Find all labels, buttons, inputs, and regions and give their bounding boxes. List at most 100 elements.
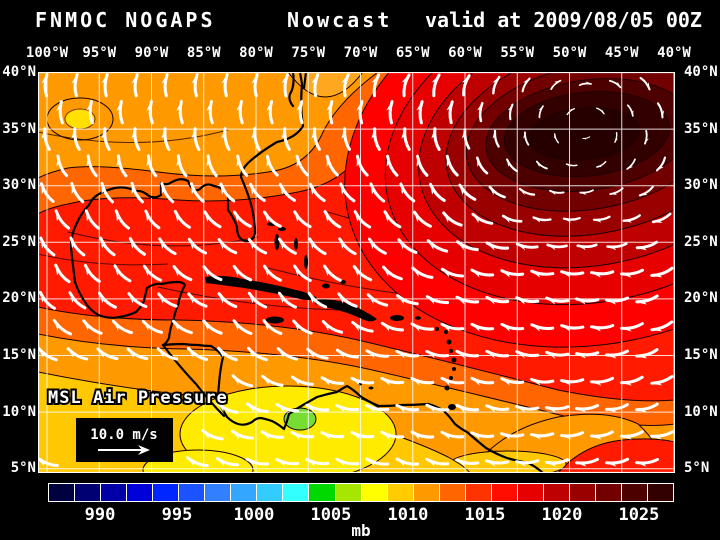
wind-arrow bbox=[442, 211, 463, 227]
lat-tick-label: 10°N bbox=[684, 403, 718, 420]
wind-arrow bbox=[127, 291, 148, 309]
wind-arrow bbox=[397, 237, 418, 254]
wind-arrow bbox=[574, 403, 600, 413]
wind-arrow bbox=[529, 377, 555, 386]
wind-arrow bbox=[619, 322, 644, 332]
wind-arrow bbox=[84, 208, 100, 230]
wind-arrow bbox=[114, 208, 131, 230]
colorbar-cell bbox=[542, 484, 569, 501]
wind-arrow bbox=[352, 264, 373, 282]
wind-arrow bbox=[506, 158, 518, 173]
wind-arrow bbox=[649, 374, 674, 386]
wind-arrow bbox=[638, 185, 654, 197]
lon-tick-label: 60°W bbox=[448, 45, 482, 61]
colorbar-cell bbox=[360, 484, 387, 501]
wind-arrow bbox=[369, 181, 386, 203]
wind-arrow bbox=[386, 99, 394, 125]
wind-arrow bbox=[578, 189, 594, 195]
colorbar-cell bbox=[100, 484, 127, 501]
wind-arrow bbox=[544, 405, 570, 413]
wind-arrow bbox=[649, 266, 674, 278]
colorbar-tick-label: 995 bbox=[161, 505, 193, 525]
wind-arrow bbox=[265, 153, 279, 177]
wind-arrow bbox=[619, 268, 645, 278]
wind-arrow bbox=[550, 79, 562, 90]
wind-arrow bbox=[339, 181, 356, 203]
wind-arrow bbox=[281, 126, 291, 151]
wind-arrow bbox=[320, 376, 345, 386]
wind-arrow bbox=[173, 209, 191, 229]
wind-arrow bbox=[595, 160, 607, 168]
wind-arrow bbox=[454, 403, 480, 413]
wind-arrow bbox=[172, 264, 193, 282]
wind-arrow bbox=[321, 319, 344, 334]
wind-arrow bbox=[574, 457, 600, 467]
lat-tick-label: 40°N bbox=[684, 64, 718, 80]
low-pressure-center bbox=[283, 407, 317, 431]
wind-arrow bbox=[83, 263, 101, 283]
wind-arrow bbox=[217, 291, 238, 309]
wind-arrow bbox=[366, 292, 389, 307]
wind-arrow bbox=[488, 185, 506, 199]
wind-arrow bbox=[156, 347, 179, 361]
lon-tick-label: 70°W bbox=[343, 45, 378, 61]
wind-arrow bbox=[386, 153, 399, 177]
wind-arrow bbox=[461, 127, 471, 150]
wind-arrow bbox=[99, 235, 116, 257]
wind-arrow bbox=[484, 404, 510, 413]
colorbar-cell bbox=[438, 484, 465, 501]
wind-arrow bbox=[651, 212, 672, 224]
wind-arrow bbox=[189, 181, 205, 203]
wind-arrow bbox=[323, 264, 342, 282]
wind-arrow bbox=[553, 132, 560, 144]
lon-tick-label: 65°W bbox=[395, 45, 430, 61]
lon-tick-label: 100°W bbox=[25, 45, 69, 61]
product-name: Nowcast bbox=[287, 8, 393, 32]
wind-arrow bbox=[514, 296, 540, 305]
wind-arrow bbox=[141, 319, 164, 334]
wind-arrow bbox=[144, 208, 161, 230]
wind-arrow bbox=[292, 319, 313, 335]
lon-tick-label: 50°W bbox=[552, 45, 587, 61]
wind-arrow bbox=[383, 209, 402, 229]
wind-arrow bbox=[355, 153, 369, 177]
wind-arrow bbox=[337, 292, 358, 308]
colorbar-cell bbox=[230, 484, 257, 501]
wind-arrow bbox=[399, 181, 416, 203]
islands bbox=[205, 222, 457, 410]
wind-arrow bbox=[634, 294, 659, 305]
wind-arrow bbox=[249, 182, 266, 202]
wind-arrow bbox=[382, 265, 403, 281]
wind-arrow bbox=[41, 126, 51, 151]
wind-arrow bbox=[39, 181, 55, 203]
wind-arrow bbox=[349, 376, 375, 386]
lat-tick-label: 20°N bbox=[684, 290, 718, 307]
colorbar-cell bbox=[256, 484, 283, 501]
lon-tick-label: 40°W bbox=[657, 45, 691, 61]
wind-arrow bbox=[626, 104, 634, 118]
wind-arrow bbox=[231, 374, 254, 388]
wind-arrow bbox=[203, 209, 222, 229]
overlay-label: MSL Air Pressure bbox=[48, 388, 228, 408]
wind-arrow bbox=[589, 323, 615, 332]
wind-arrow bbox=[559, 431, 585, 440]
wind-arrow bbox=[217, 346, 238, 362]
wind-arrow bbox=[160, 181, 175, 204]
wind-arrow bbox=[281, 72, 289, 98]
colorbar-tick-label: 1015 bbox=[464, 505, 506, 525]
colorbar-tick-label: 1020 bbox=[541, 505, 583, 525]
wind-arrow bbox=[410, 322, 435, 332]
colorbar-tick-label: 1025 bbox=[618, 505, 660, 525]
wind-arrow bbox=[424, 457, 450, 467]
wind-arrow bbox=[639, 76, 651, 91]
wind-arrow bbox=[293, 264, 312, 282]
wind-arrow bbox=[514, 459, 540, 467]
wind-arrow bbox=[251, 72, 259, 98]
colorbar-cell bbox=[464, 484, 491, 501]
wind-arrow bbox=[251, 126, 261, 151]
wind-arrow bbox=[217, 237, 238, 255]
wind-arrow bbox=[596, 107, 605, 115]
lat-tick-label: 20°N bbox=[2, 290, 36, 307]
wind-arrow bbox=[529, 432, 555, 440]
lat-tick-label: 15°N bbox=[2, 347, 36, 363]
